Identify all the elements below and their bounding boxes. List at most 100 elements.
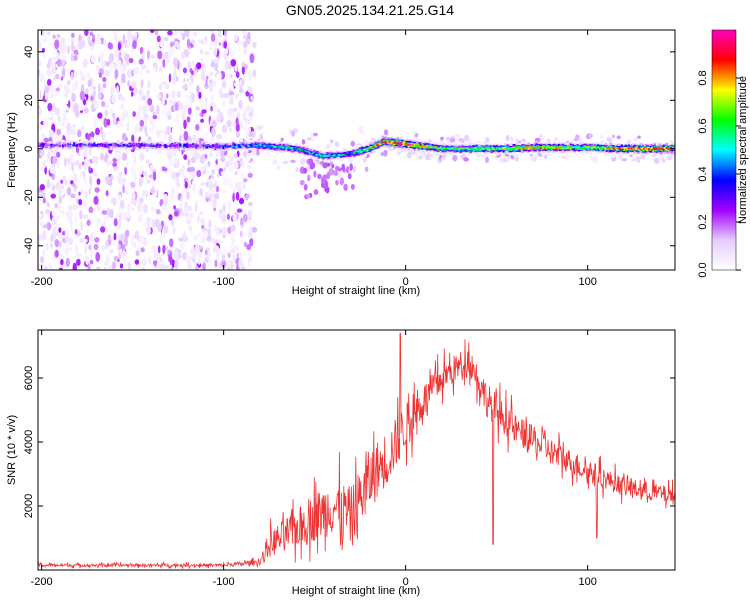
spectrogram-noise-cell — [150, 207, 156, 212]
spectrogram-noise-cell — [173, 251, 179, 260]
spectrogram-noise-cell — [74, 228, 78, 235]
spectrogram-noise-cell — [241, 30, 248, 37]
spectrogram-noise-cell — [104, 69, 110, 77]
spectrogram-noise-cell — [50, 181, 54, 190]
spectrogram-line-cell — [352, 151, 355, 154]
spectrogram-noise-cell — [61, 59, 66, 65]
spectrogram-noise-cell — [238, 99, 243, 110]
spectrogram-noise-cell — [104, 261, 109, 266]
spectrogram-noise-cell — [186, 116, 190, 123]
spectrogram-noise-cell — [653, 157, 660, 164]
spectrogram-line-cell — [318, 153, 321, 156]
spectrogram-noise-cell — [111, 261, 117, 270]
spectrogram-noise-cell — [94, 236, 100, 243]
spectrogram-noise-cell — [103, 266, 107, 270]
spectrogram-noise-cell — [92, 249, 96, 257]
spectrogram-noise-cell — [190, 156, 197, 164]
spectrogram-noise-cell — [61, 67, 66, 78]
spectrogram-line-cell — [76, 143, 79, 148]
spectrogram-noise-cell — [40, 133, 46, 139]
spectrogram-dip-cell — [322, 162, 328, 169]
spectrogram-line-cell — [355, 151, 358, 154]
spectrogram-line-cell — [247, 144, 250, 147]
spectrogram-line-cell — [594, 147, 597, 150]
spectrogram-noise-cell — [218, 248, 222, 256]
spectrogram-noise-cell — [64, 229, 69, 237]
spectrogram-noise-cell — [208, 83, 214, 93]
spectrogram-noise-cell — [48, 129, 54, 138]
spectrogram-line-cell — [64, 144, 67, 147]
spectrogram-dip-cell — [299, 179, 305, 186]
spectrogram-noise-cell — [223, 41, 228, 49]
spectrogram-noise-cell — [121, 178, 127, 183]
spectrogram-noise-cell — [207, 181, 214, 190]
spectrogram-line-cell — [660, 146, 663, 149]
spectrogram-noise-cell — [145, 147, 149, 153]
spectrogram-noise-cell — [211, 119, 217, 128]
spectrogram-noise-cell — [47, 102, 53, 112]
spectrogram-line-cell — [234, 144, 237, 147]
spectrogram-noise-cell — [181, 114, 186, 121]
spectrogram-noise-cell — [592, 155, 598, 163]
spectrogram-noise-cell — [314, 158, 320, 163]
spectrogram-noise-cell — [514, 156, 519, 162]
spectrogram-noise-cell — [64, 246, 69, 257]
spectrogram-noise-cell — [91, 155, 97, 164]
spectrogram-noise-cell — [139, 152, 145, 162]
spectrogram-noise-cell — [165, 125, 172, 136]
spectrogram-line-cell — [570, 147, 573, 149]
spectrogram-noise-cell — [142, 189, 145, 198]
spectrogram-line-cell — [425, 145, 428, 147]
spectrogram-noise-cell — [226, 109, 230, 120]
spectrogram-noise-cell — [236, 71, 240, 79]
spectrogram-line-cell — [167, 145, 170, 147]
spectrogram-noise-cell — [228, 155, 234, 166]
spectrogram-noise-cell — [440, 136, 444, 140]
spectrogram-noise-cell — [78, 102, 84, 111]
spectrogram-noise-cell — [39, 72, 45, 83]
spectrogram-noise-cell — [54, 107, 60, 116]
spectrogram-noise-cell — [252, 69, 257, 78]
spectrogram-noise-cell — [97, 112, 103, 119]
spectrogram-line-cell — [227, 145, 230, 148]
spectrogram-noise-cell — [151, 218, 156, 229]
spectrogram-line-cell — [566, 147, 569, 150]
spectrogram-line-cell — [491, 148, 494, 151]
spectrogram-line-cell — [450, 147, 453, 149]
spectrogram-dip-cell — [343, 183, 348, 191]
spectrogram-noise-cell — [180, 51, 186, 60]
spectrogram-noise-cell — [510, 154, 515, 160]
spectrogram-noise-cell — [135, 250, 140, 257]
spectrogram-noise-cell — [136, 202, 143, 213]
spectrogram-noise-cell — [89, 232, 95, 241]
spectrogram-noise-cell — [80, 71, 85, 78]
spectrogram-noise-cell — [102, 220, 106, 227]
spectrogram-line-cell — [285, 147, 288, 150]
spectrogram-noise-cell — [149, 126, 155, 134]
spectrogram-noise-cell — [147, 97, 153, 106]
spectrogram-noise-cell — [200, 71, 206, 81]
colorbar-gradient — [711, 29, 737, 271]
spectrogram-noise-cell — [249, 237, 254, 247]
spectrogram-noise-cell — [114, 68, 119, 79]
spectrogram-noise-cell — [276, 164, 281, 171]
spectrogram-noise-cell — [210, 105, 213, 112]
spectrogram-noise-cell — [113, 255, 119, 262]
spectrogram-noise-cell — [232, 254, 238, 259]
spectrogram-noise-cell — [68, 157, 74, 164]
spectrogram-line-cell — [176, 144, 179, 146]
spectrogram-noise-cell — [235, 183, 240, 189]
spectrogram-noise-cell — [221, 214, 227, 223]
spectrogram-line-cell — [391, 140, 394, 143]
spectrogram-noise-cell — [183, 130, 189, 141]
spectrogram-noise-cell — [172, 148, 177, 157]
spectrogram-noise-cell — [160, 129, 164, 134]
spectrogram-line-cell — [518, 146, 521, 149]
spectrogram-line-cell — [434, 146, 437, 149]
spectrogram-line-cell — [90, 144, 93, 147]
spectrogram-line-cell — [193, 145, 196, 148]
spectrogram-noise-cell — [588, 133, 593, 139]
spectrogram-noise-cell — [56, 128, 62, 136]
spectrogram-noise-cell — [108, 264, 113, 270]
spectrogram-noise-cell — [193, 74, 198, 79]
